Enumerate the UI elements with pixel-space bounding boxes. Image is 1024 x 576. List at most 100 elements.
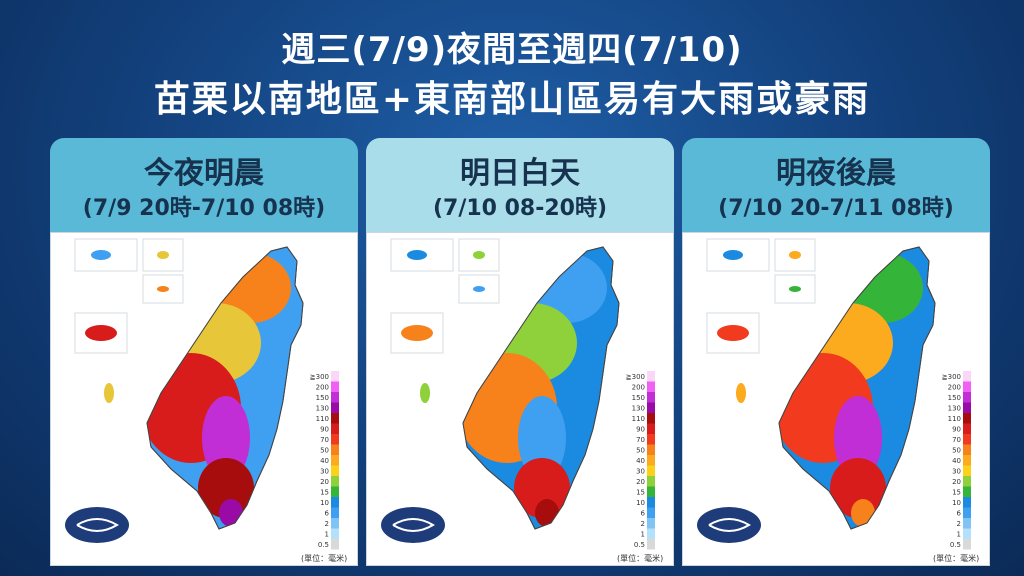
legend-swatch (331, 434, 339, 445)
legend-level-label: 30 (636, 468, 645, 476)
legend-level-label: 130 (632, 405, 645, 413)
island-shape (85, 325, 117, 341)
legend-level-label: 1 (957, 531, 961, 539)
legend-swatch (331, 497, 339, 508)
legend-level-label: 70 (636, 436, 645, 444)
legend-level-label: 15 (636, 489, 645, 497)
legend-swatch (647, 392, 655, 403)
legend-level-label: 30 (952, 468, 961, 476)
legend-level-label: 150 (316, 394, 329, 402)
legend-unit-label: (單位：毫米) (617, 553, 663, 563)
rain-area-tip (851, 499, 875, 527)
legend-swatch (647, 444, 655, 455)
legend-swatch (963, 413, 971, 424)
island-shape (104, 383, 114, 403)
legend-swatch (647, 455, 655, 466)
panel-title: 明夜後晨 (776, 156, 896, 191)
island-inset-box (390, 238, 454, 272)
legend-level-label: 40 (636, 457, 645, 465)
panel-period: (7/10 08-20時) (432, 196, 608, 221)
rain-area-south (198, 458, 254, 518)
panel-title: 今夜明晨 (144, 156, 264, 191)
legend-level-label: 40 (320, 457, 329, 465)
legend-swatch (647, 413, 655, 424)
cwa-logo-swirl (76, 518, 119, 532)
island-shape (789, 251, 801, 259)
cwa-logo (381, 507, 445, 543)
rainfall-map: ≧300 200 150 130 110 90 70 50 40 30 20 15 10 6 2 1 0.5 (單… (366, 232, 674, 566)
island-shape (473, 286, 485, 292)
legend-level-label: 20 (636, 478, 645, 486)
legend-swatch (331, 371, 339, 382)
legend-swatch (963, 497, 971, 508)
legend-swatch (647, 497, 655, 508)
legend-level-label: 0.5 (634, 541, 645, 549)
coastline (462, 246, 620, 530)
cwa-logo (65, 507, 129, 543)
legend-swatch (963, 434, 971, 445)
legend-swatch (963, 465, 971, 476)
legend-swatch (647, 402, 655, 413)
legend-swatch (963, 539, 971, 550)
legend-level-label: 15 (320, 489, 329, 497)
legend-level-label: 1 (641, 531, 645, 539)
legend-level-label: 200 (632, 384, 645, 392)
legend-level-label: 130 (948, 405, 961, 413)
legend-level-label: ≧300 (310, 373, 329, 381)
cwa-logo-swirl (392, 518, 435, 532)
legend-level-label: 1 (325, 531, 329, 539)
legend-level-label: 10 (636, 499, 645, 507)
legend-swatch (647, 381, 655, 392)
legend-unit-label: (單位：毫米) (933, 553, 979, 563)
legend-swatch (331, 518, 339, 529)
rain-area-mountains (202, 396, 250, 480)
legend-level-label: 10 (320, 499, 329, 507)
coastline (146, 246, 304, 530)
island-shape (157, 286, 169, 292)
legend-swatch (331, 455, 339, 466)
rain-area-mountains (834, 396, 882, 480)
legend-swatch (647, 528, 655, 539)
legend-level-label: 6 (641, 510, 646, 518)
legend-level-label: 90 (320, 426, 329, 434)
legend-swatch (331, 507, 339, 518)
legend-level-label: 0.5 (950, 541, 961, 549)
legend-level-label: 30 (320, 468, 329, 476)
island-inset-box (74, 238, 138, 272)
legend-swatch (963, 392, 971, 403)
island-shape (717, 325, 749, 341)
legend-swatch (647, 539, 655, 550)
legend-level-label: 6 (957, 510, 962, 518)
legend-swatch (963, 444, 971, 455)
legend-swatch (647, 423, 655, 434)
legend-level-label: 110 (948, 415, 961, 423)
legend-swatch (963, 423, 971, 434)
legend-swatch (647, 465, 655, 476)
legend-level-label: 10 (952, 499, 961, 507)
cwa-logo (697, 507, 761, 543)
legend-swatch (963, 518, 971, 529)
legend-swatch (647, 476, 655, 487)
forecast-panel-tonight: 今夜明晨 (7/9 20時-7/10 08時) ≧300 200 150 130 110… (50, 138, 358, 568)
legend-swatch (331, 476, 339, 487)
panel-period: (7/9 20時-7/10 08時) (82, 196, 326, 221)
island-inset-box (74, 312, 128, 354)
headline-line-2: 苗栗以南地區+東南部山區易有大雨或豪雨 (153, 79, 871, 120)
legend-unit-label: (單位：毫米) (301, 553, 347, 563)
panel-title: 明日白天 (460, 156, 580, 191)
legend-swatch (331, 444, 339, 455)
legend-level-label: 15 (952, 489, 961, 497)
island-inset-box (390, 312, 444, 354)
island-shape (736, 383, 746, 403)
legend-level-label: 20 (320, 478, 329, 486)
rainfall-map: ≧300 200 150 130 110 90 70 50 40 30 20 15 10 6 2 1 0.5 (單… (50, 232, 358, 566)
legend-level-label: 150 (632, 394, 645, 402)
legend-swatch (963, 528, 971, 539)
forecast-panel-daytime: 明日白天 (7/10 08-20時) ≧300 200 150 130 110 90 70 5… (366, 138, 674, 568)
panel-header: 今夜明晨 (7/9 20時-7/10 08時) (50, 138, 358, 232)
panel-header: 明夜後晨 (7/10 20-7/11 08時) (682, 138, 990, 232)
island-shape (157, 251, 169, 259)
legend-level-label: 110 (316, 415, 329, 423)
legend-swatch (647, 486, 655, 497)
island-shape (401, 325, 433, 341)
